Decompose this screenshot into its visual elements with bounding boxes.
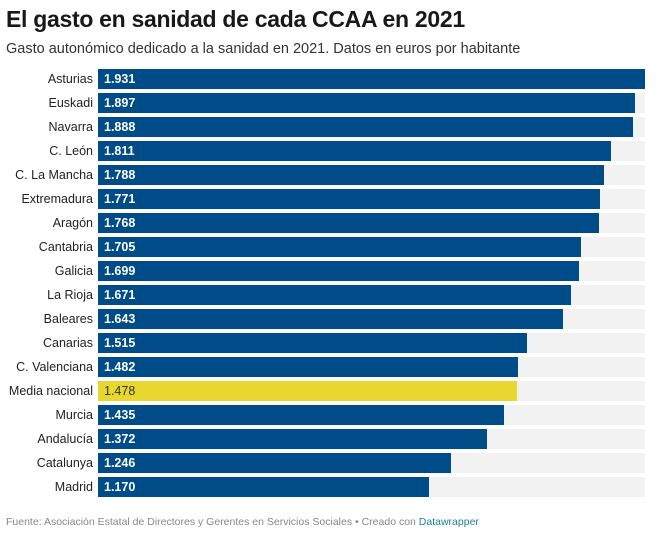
value-label: 1.771 <box>104 192 136 206</box>
category-label: C. La Mancha <box>15 168 93 182</box>
category-label: Euskadi <box>48 96 93 110</box>
bar-row: Murcia 1.435 <box>0 405 666 425</box>
chart-title: El gasto en sanidad de cada CCAA en 2021 <box>6 6 465 32</box>
bar <box>98 165 605 185</box>
bar-average <box>98 381 517 401</box>
value-label: 1.435 <box>104 408 136 422</box>
bar <box>98 357 518 377</box>
bar-row: Asturias 1.931 <box>0 69 666 89</box>
bar-row: C. León 1.811 <box>0 141 666 161</box>
bar <box>98 69 645 89</box>
bar-row: La Rioja 1.671 <box>0 285 666 305</box>
value-label: 1.931 <box>104 72 136 86</box>
chart-subtitle: Gasto autonómico dedicado a la sanidad e… <box>6 41 521 57</box>
category-label: Media nacional <box>8 384 93 398</box>
bar <box>98 213 599 233</box>
category-label: Catalunya <box>36 456 93 470</box>
category-label: Galicia <box>54 264 93 278</box>
value-label: 1.515 <box>104 336 136 350</box>
bar-row: Media nacional 1.478 <box>0 381 666 401</box>
bar-row: Andalucía 1.372 <box>0 429 666 449</box>
value-label: 1.699 <box>104 264 136 278</box>
bar <box>98 429 487 449</box>
category-label: La Rioja <box>47 288 93 302</box>
bar-row: C. Valenciana 1.482 <box>0 357 666 377</box>
source-note: Fuente: Asociación Estatal de Directores… <box>6 516 419 528</box>
category-label: C. León <box>49 144 93 158</box>
value-label: 1.246 <box>104 456 136 470</box>
category-label: Aragón <box>52 216 93 230</box>
bar <box>98 405 505 425</box>
category-label: Navarra <box>48 120 93 134</box>
bar-row: Madrid 1.170 <box>0 477 666 497</box>
bar <box>98 333 528 353</box>
value-label: 1.482 <box>104 360 136 374</box>
category-label: Madrid <box>54 480 93 494</box>
value-label: 1.788 <box>104 168 136 182</box>
category-label: C. Valenciana <box>16 360 93 374</box>
category-label: Canarias <box>42 336 93 350</box>
value-label: 1.478 <box>104 384 136 398</box>
datawrapper-link[interactable]: Datawrapper <box>418 516 479 528</box>
bar <box>98 93 636 113</box>
bar <box>98 261 580 281</box>
bar <box>98 477 430 497</box>
bar-row: Navarra 1.888 <box>0 117 666 137</box>
bar <box>98 453 451 473</box>
bar <box>98 189 600 209</box>
value-label: 1.811 <box>104 144 135 158</box>
bar-row: Euskadi 1.897 <box>0 93 666 113</box>
bar-row: Catalunya 1.246 <box>0 453 666 473</box>
category-label: Andalucía <box>37 432 93 446</box>
value-label: 1.170 <box>104 480 136 494</box>
bar <box>98 309 564 329</box>
value-label: 1.671 <box>104 288 136 302</box>
bar-row: Aragón 1.768 <box>0 213 666 233</box>
value-label: 1.888 <box>104 120 136 134</box>
value-label: 1.643 <box>104 312 136 326</box>
bar <box>98 285 572 305</box>
value-label: 1.768 <box>104 216 136 230</box>
category-label: Cantabria <box>38 240 93 254</box>
bar-row: Galicia 1.699 <box>0 261 666 281</box>
bar <box>98 117 633 137</box>
bar <box>98 141 611 161</box>
bar-row: Baleares 1.643 <box>0 309 666 329</box>
category-label: Asturias <box>47 72 93 86</box>
bar-row: Cantabria 1.705 <box>0 237 666 257</box>
bar-row: C. La Mancha 1.788 <box>0 165 666 185</box>
value-label: 1.897 <box>104 96 136 110</box>
category-label: Baleares <box>43 312 93 326</box>
value-label: 1.705 <box>104 240 136 254</box>
value-label: 1.372 <box>104 432 136 446</box>
bar <box>98 237 581 257</box>
category-label: Extremadura <box>21 192 93 206</box>
bar-row: Extremadura 1.771 <box>0 189 666 209</box>
bar-row: Canarias 1.515 <box>0 333 666 353</box>
chart-footer: Fuente: Asociación Estatal de Directores… <box>6 516 479 528</box>
category-label: Murcia <box>55 408 93 422</box>
